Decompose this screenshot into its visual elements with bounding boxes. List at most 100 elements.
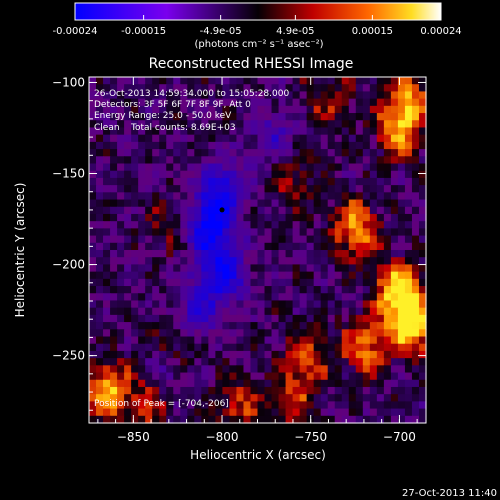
heatmap-cell	[278, 228, 287, 237]
heatmap-cell	[411, 120, 420, 129]
heatmap-cell	[131, 141, 139, 150]
heatmap-cell	[201, 206, 209, 215]
heatmap-cell	[124, 350, 132, 359]
heatmap-cell	[89, 113, 97, 121]
heatmap-cell	[341, 358, 350, 366]
heatmap-cell	[313, 235, 322, 244]
heatmap-cell	[110, 307, 118, 316]
heatmap-cell	[103, 401, 111, 410]
heatmap-cell	[264, 149, 273, 157]
heatmap-cell	[201, 120, 209, 129]
heatmap-cell	[159, 113, 167, 121]
heatmap-cell	[362, 228, 371, 237]
heatmap-cell	[341, 386, 350, 395]
heatmap-cell	[341, 120, 350, 129]
heatmap-cell	[201, 185, 209, 193]
heatmap-cell	[411, 372, 420, 381]
heatmap-cell	[110, 113, 118, 121]
heatmap-cell	[215, 185, 223, 193]
heatmap-cell	[173, 358, 181, 366]
heatmap-cell	[201, 372, 209, 381]
heatmap-cell	[194, 192, 202, 201]
heatmap-cell	[243, 286, 252, 294]
heatmap-cell	[173, 379, 181, 388]
heatmap-cell	[173, 286, 181, 294]
heatmap-cell	[397, 336, 406, 345]
heatmap-cell	[397, 141, 406, 150]
heatmap-cell	[131, 228, 139, 237]
heatmap-cell	[117, 300, 125, 309]
heatmap-cell	[187, 394, 195, 402]
heatmap-cell	[341, 149, 350, 157]
heatmap-cell	[292, 120, 301, 129]
heatmap-cell	[201, 286, 209, 294]
heatmap-cell	[117, 149, 125, 157]
heatmap-cell	[334, 206, 343, 215]
heatmap-cell	[411, 242, 420, 251]
heatmap-cell	[208, 415, 216, 424]
heatmap-cell	[208, 105, 216, 114]
heatmap-cell	[187, 314, 195, 323]
heatmap-cell	[194, 379, 202, 388]
heatmap-cell	[173, 221, 181, 229]
heatmap-cell	[348, 250, 357, 258]
heatmap-cell	[292, 91, 301, 100]
heatmap-cell	[194, 286, 202, 294]
heatmap-cell	[264, 307, 273, 316]
heatmap-cell	[306, 105, 315, 114]
heatmap-cell	[306, 307, 315, 316]
heatmap-cell	[278, 372, 287, 381]
heatmap-cell	[355, 221, 364, 229]
heatmap-cell	[348, 156, 357, 165]
heatmap-cell	[257, 242, 266, 251]
heatmap-cell	[299, 84, 308, 93]
heatmap-cell	[418, 127, 427, 136]
heatmap-cell	[222, 322, 231, 330]
heatmap-cell	[271, 199, 280, 208]
heatmap-cell	[96, 336, 104, 345]
heatmap-cell	[180, 401, 188, 410]
heatmap-cell	[271, 329, 280, 338]
heatmap-cell	[138, 322, 146, 330]
heatmap-cell	[271, 156, 280, 165]
heatmap-cell	[285, 415, 294, 424]
heatmap-cell	[194, 322, 202, 330]
heatmap-cell	[208, 271, 216, 280]
heatmap-cell	[166, 235, 174, 244]
heatmap-cell	[215, 336, 223, 345]
heatmap-cell	[299, 250, 308, 258]
heatmap-cell	[166, 250, 174, 258]
heatmap-cell	[110, 286, 118, 294]
heatmap-cell	[418, 250, 427, 258]
heatmap-cell	[103, 199, 111, 208]
heatmap-cell	[103, 213, 111, 222]
peak-marker	[219, 207, 225, 213]
heatmap-cell	[418, 156, 427, 165]
heatmap-cell	[327, 379, 336, 388]
heatmap-cell	[236, 105, 245, 114]
heatmap-cell	[215, 156, 223, 165]
heatmap-cell	[110, 77, 118, 85]
heatmap-cell	[278, 293, 287, 302]
heatmap-cell	[250, 415, 259, 424]
heatmap-cell	[96, 228, 104, 237]
heatmap-cell	[411, 77, 420, 85]
heatmap-cell	[362, 213, 371, 222]
heatmap-cell	[348, 105, 357, 114]
heatmap-cell	[383, 386, 392, 395]
heatmap-cell	[285, 149, 294, 157]
heatmap-cell	[117, 213, 125, 222]
heatmap-cell	[306, 300, 315, 309]
heatmap-cell	[138, 206, 146, 215]
heatmap-cell	[299, 271, 308, 280]
heatmap-cell	[362, 199, 371, 208]
heatmap-cell	[292, 250, 301, 258]
heatmap-cell	[229, 250, 238, 258]
heatmap-cell	[250, 257, 259, 266]
heatmap-cell	[250, 170, 259, 179]
heatmap-cell	[383, 221, 392, 229]
heatmap-cell	[362, 336, 371, 345]
heatmap-cell	[173, 293, 181, 302]
heatmap-cell	[404, 77, 413, 85]
heatmap-cell	[187, 401, 195, 410]
